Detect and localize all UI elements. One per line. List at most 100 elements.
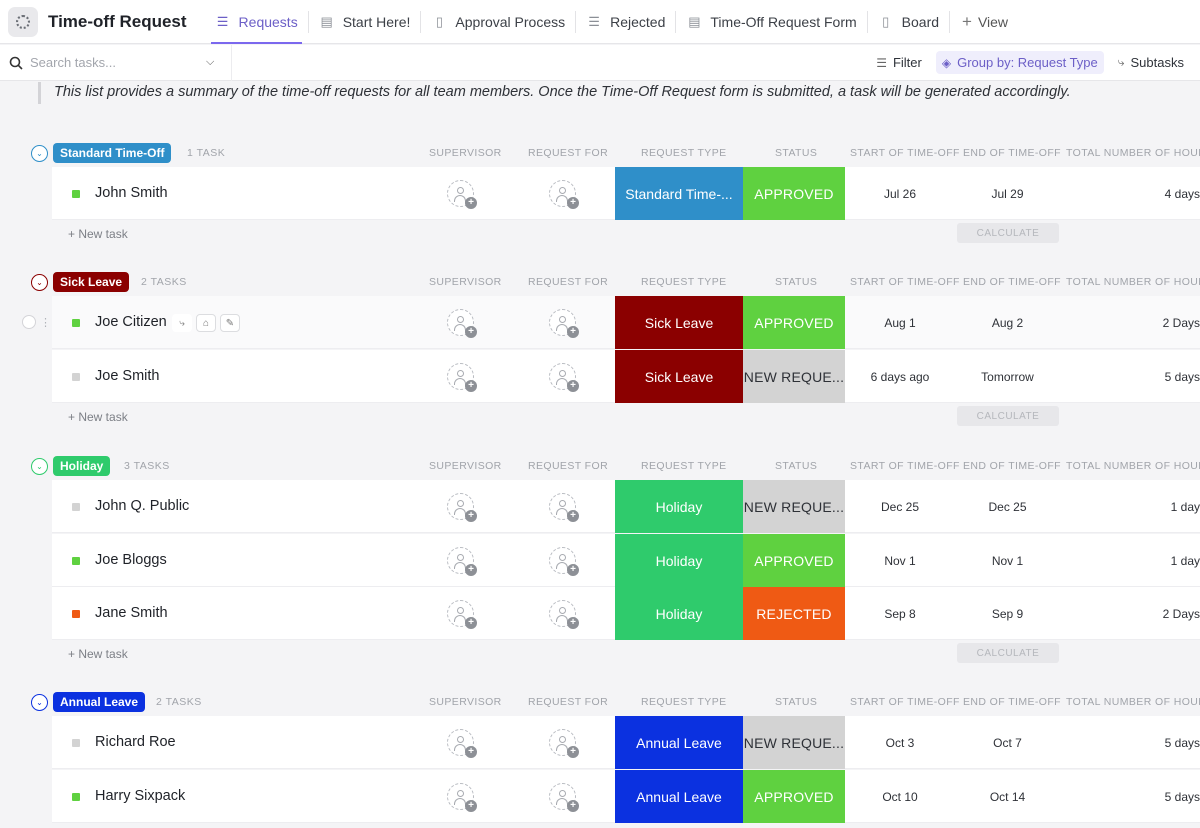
request-for-assign[interactable]: + [549, 783, 579, 812]
total-cell[interactable]: 5 days [1164, 735, 1200, 750]
start-date-cell[interactable]: Sep 8 [884, 606, 916, 621]
task-row[interactable]: Jane Smith + + Holiday REJECTED Sep 8 Se… [52, 587, 1200, 640]
request-for-assign[interactable]: + [549, 180, 579, 209]
status-cell[interactable]: NEW REQUE... [743, 350, 845, 403]
column-header-request-for[interactable]: REQUEST FOR [528, 276, 609, 288]
status-dot[interactable] [72, 557, 80, 565]
task-name[interactable]: Joe Citizen [95, 314, 167, 330]
group-badge[interactable]: Standard Time-Off [53, 143, 172, 163]
request-for-assign[interactable]: + [549, 363, 579, 392]
status-cell[interactable]: APPROVED [743, 534, 845, 587]
request-type-cell[interactable]: Annual Leave [615, 716, 743, 769]
task-row[interactable]: John Q. Public + + Holiday NEW REQUE... … [52, 480, 1200, 533]
tab-board[interactable]: ▯ Board [868, 0, 949, 44]
tab-start-here[interactable]: ▤ Start Here! [309, 0, 421, 44]
task-name[interactable]: John Q. Public [95, 498, 190, 514]
request-for-assign[interactable]: + [549, 600, 579, 629]
supervisor-assign[interactable]: + [447, 493, 477, 522]
supervisor-assign[interactable]: + [447, 309, 477, 338]
collapse-chevron-icon[interactable]: ⌄ [31, 693, 48, 711]
total-cell[interactable]: 5 days [1164, 789, 1200, 804]
column-header-end[interactable]: END OF TIME-OFF [963, 147, 1061, 159]
column-header-end[interactable]: END OF TIME-OFF [963, 276, 1061, 288]
column-header-request-type[interactable]: REQUEST TYPE [641, 147, 727, 159]
total-cell[interactable]: 2 Days [1162, 606, 1200, 621]
task-name[interactable]: John Smith [95, 185, 168, 201]
tab-approval-process[interactable]: ▯ Approval Process [421, 0, 575, 44]
supervisor-assign[interactable]: + [447, 547, 477, 576]
start-date-cell[interactable]: Jul 26 [883, 186, 917, 201]
task-name[interactable]: Joe Smith [95, 368, 160, 384]
status-dot[interactable] [72, 503, 80, 511]
task-row[interactable]: Joe Smith + + Sick Leave NEW REQUE... 6 … [52, 350, 1200, 403]
column-header-total[interactable]: TOTAL NUMBER OF HOURS [1066, 460, 1200, 472]
tab-time-off-request-form[interactable]: ▤ Time-Off Request Form [676, 0, 866, 44]
request-type-cell[interactable]: Sick Leave [615, 350, 743, 403]
total-cell[interactable]: 1 day [1170, 553, 1200, 568]
end-date-cell[interactable]: Jul 29 [991, 186, 1024, 201]
status-cell[interactable]: NEW REQUE... [743, 480, 845, 533]
status-dot[interactable] [72, 610, 80, 618]
request-type-cell[interactable]: Holiday [615, 480, 743, 533]
status-dot[interactable] [72, 373, 80, 381]
subtasks-button[interactable]: ⤷ Subtasks [1112, 51, 1190, 74]
end-date-cell[interactable]: Sep 9 [991, 606, 1024, 621]
column-header-start[interactable]: START OF TIME-OFF [850, 276, 960, 288]
task-row[interactable]: Joe Bloggs + + Holiday APPROVED Nov 1 No… [52, 534, 1200, 587]
search-input[interactable] [30, 55, 200, 70]
row-select-checkbox[interactable] [22, 315, 36, 329]
column-header-total[interactable]: TOTAL NUMBER OF HOURS [1066, 147, 1200, 159]
filter-button[interactable]: ☰ Filter [870, 51, 928, 74]
status-cell[interactable]: NEW REQUE... [743, 716, 845, 769]
task-name[interactable]: Jane Smith [95, 605, 168, 621]
task-name[interactable]: Harry Sixpack [95, 788, 186, 804]
request-for-assign[interactable]: + [549, 547, 579, 576]
tab-requests[interactable]: ☰ Requests [205, 0, 308, 44]
status-dot[interactable] [72, 319, 80, 327]
end-date-cell[interactable]: Oct 14 [989, 789, 1026, 804]
task-row[interactable]: Harry Sixpack + + Annual Leave APPROVED … [52, 770, 1200, 823]
start-date-cell[interactable]: Nov 1 [884, 553, 916, 568]
column-header-start[interactable]: START OF TIME-OFF [850, 147, 960, 159]
group-by-button[interactable]: ◈ Group by: Request Type [935, 51, 1104, 74]
status-dot[interactable] [72, 190, 80, 198]
status-cell[interactable]: APPROVED [743, 296, 845, 349]
list-title[interactable]: Time-off Request [48, 11, 187, 31]
task-row[interactable]: John Smith + + Standard Time-... APPROVE… [52, 167, 1200, 220]
request-type-cell[interactable]: Holiday [615, 587, 743, 640]
status-cell[interactable]: APPROVED [743, 770, 845, 823]
status-dot[interactable] [72, 793, 80, 801]
add-view-button[interactable]: + View [950, 12, 1020, 32]
column-header-total[interactable]: TOTAL NUMBER OF HOURS [1066, 276, 1200, 288]
supervisor-assign[interactable]: + [447, 729, 477, 758]
column-header-request-for[interactable]: REQUEST FOR [528, 460, 609, 472]
subtask-icon[interactable]: ⤷ [172, 314, 192, 332]
calculate-button[interactable]: CALCULATE [957, 406, 1059, 426]
supervisor-assign[interactable]: + [447, 363, 477, 392]
tab-rejected[interactable]: ☰ Rejected [576, 0, 675, 44]
supervisor-assign[interactable]: + [447, 600, 477, 629]
end-date-cell[interactable]: Aug 2 [991, 315, 1024, 330]
task-name[interactable]: Richard Roe [95, 734, 176, 750]
column-header-status[interactable]: STATUS [775, 147, 818, 159]
new-task-button[interactable]: + New task [68, 227, 128, 241]
request-for-assign[interactable]: + [549, 309, 579, 338]
total-cell[interactable]: 5 days [1164, 369, 1200, 384]
supervisor-assign[interactable]: + [447, 783, 477, 812]
status-cell[interactable]: APPROVED [743, 167, 845, 220]
collapse-chevron-icon[interactable]: ⌄ [31, 144, 48, 162]
collapse-chevron-icon[interactable]: ⌄ [31, 457, 48, 475]
start-date-cell[interactable]: 6 days ago [870, 369, 930, 384]
request-for-assign[interactable]: + [549, 729, 579, 758]
task-name[interactable]: Joe Bloggs [95, 552, 167, 568]
request-for-assign[interactable]: + [549, 493, 579, 522]
column-header-request-type[interactable]: REQUEST TYPE [641, 276, 727, 288]
request-type-cell[interactable]: Annual Leave [615, 770, 743, 823]
column-header-request-for[interactable]: REQUEST FOR [528, 147, 609, 159]
column-header-supervisor[interactable]: SUPERVISOR [429, 276, 502, 288]
column-header-start[interactable]: START OF TIME-OFF [850, 696, 960, 708]
column-header-end[interactable]: END OF TIME-OFF [963, 696, 1061, 708]
group-badge[interactable]: Holiday [53, 456, 111, 476]
calculate-button[interactable]: CALCULATE [957, 643, 1059, 663]
group-badge[interactable]: Sick Leave [53, 272, 130, 292]
